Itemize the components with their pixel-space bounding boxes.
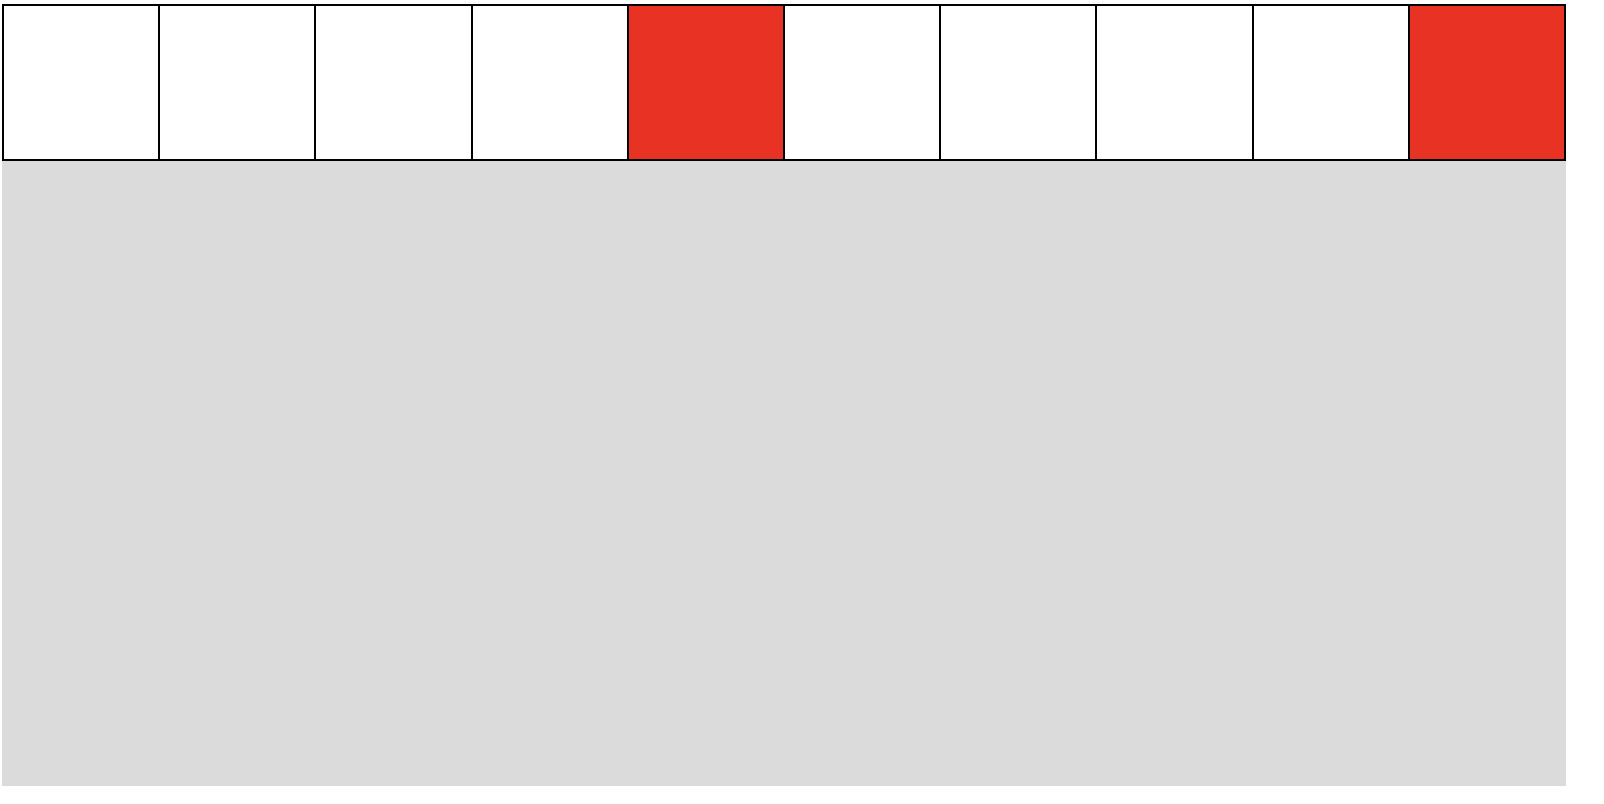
cell-empty[interactable]: [1253, 6, 1410, 159]
cell-filled[interactable]: [1409, 6, 1567, 159]
cell-row: [2, 4, 1567, 161]
cell-empty[interactable]: [941, 6, 1098, 159]
game-stage: [2, 4, 1567, 786]
cell-empty[interactable]: [1097, 6, 1254, 159]
cell-empty[interactable]: [785, 6, 942, 159]
cell-filled[interactable]: [628, 6, 786, 159]
board-area[interactable]: [2, 161, 1566, 786]
cell-empty[interactable]: [160, 6, 317, 159]
cell-empty[interactable]: [316, 6, 473, 159]
cell-empty[interactable]: [472, 6, 629, 159]
cell-empty[interactable]: [4, 6, 161, 159]
